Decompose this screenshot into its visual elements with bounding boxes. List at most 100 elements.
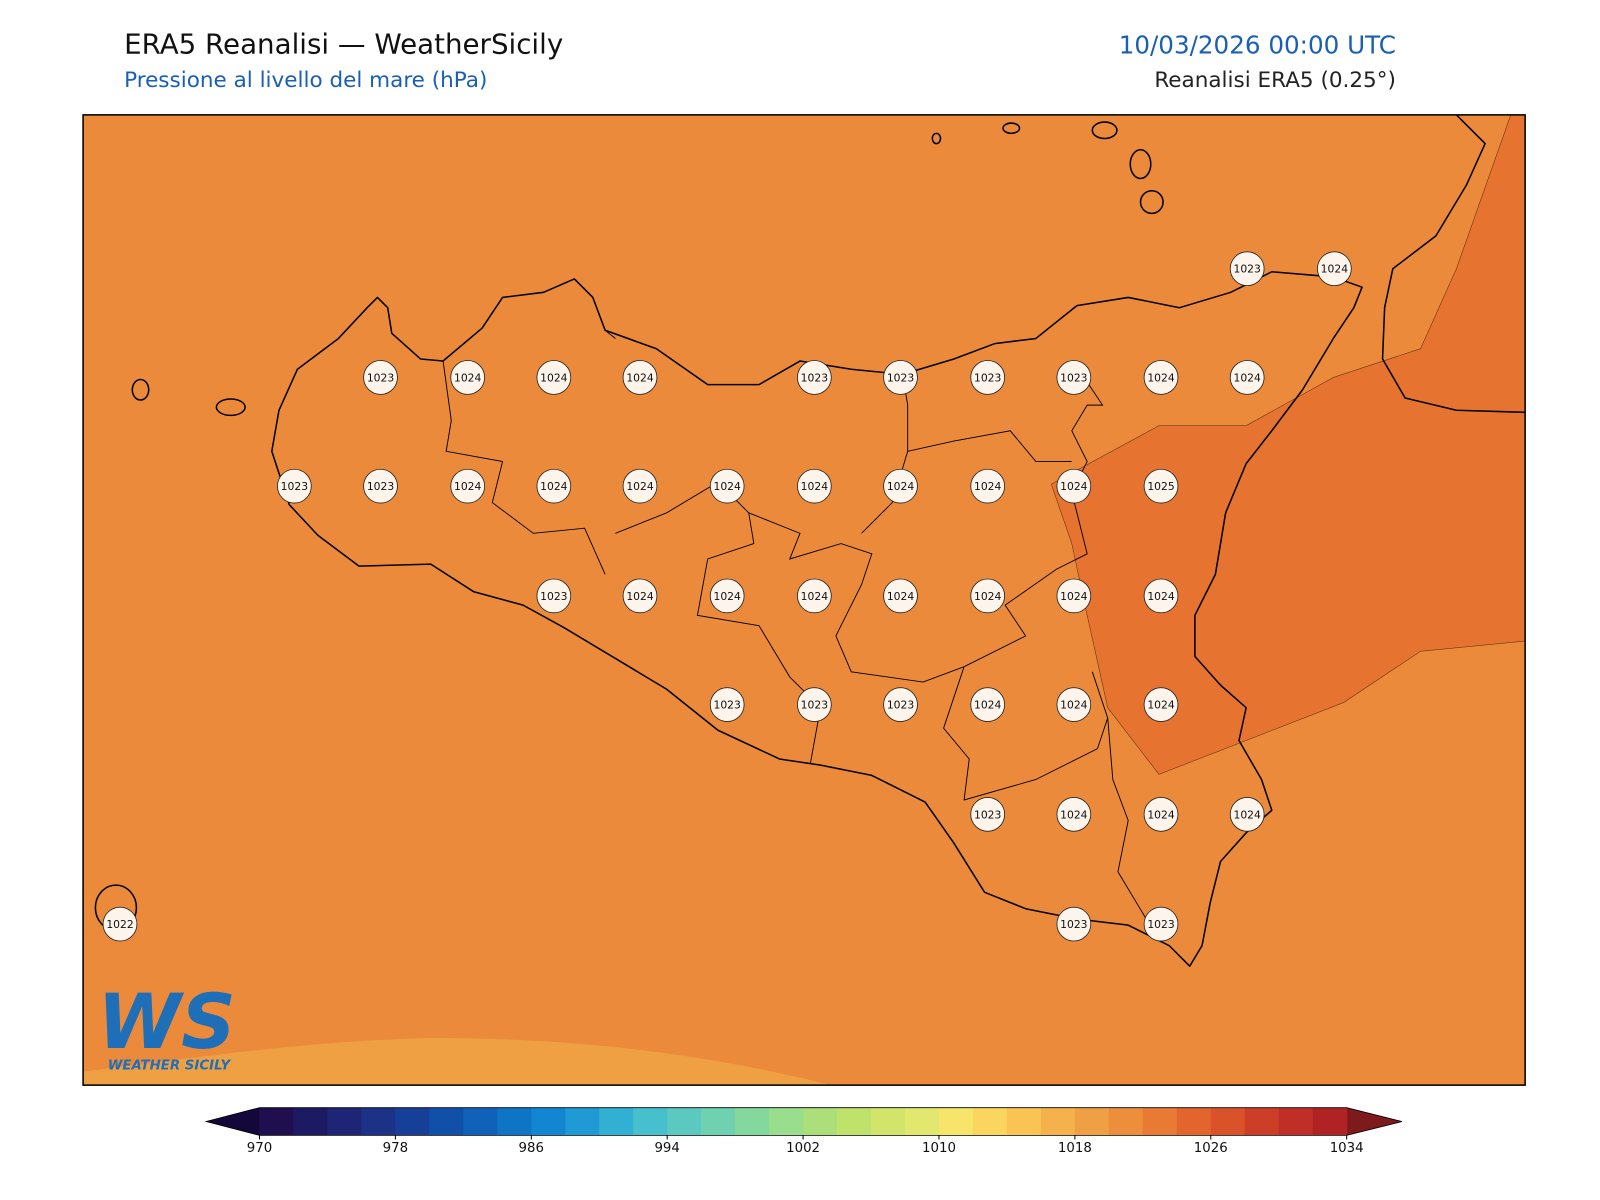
station-marker	[536, 360, 572, 395]
colorbar-bin	[769, 1107, 804, 1136]
colorbar-bin	[803, 1107, 838, 1136]
station-value: 1024	[1147, 371, 1175, 384]
station-marker	[102, 906, 138, 942]
field-light	[83, 1037, 831, 1086]
colorbar-tick-label: 978	[383, 1141, 408, 1156]
colorbar-bin	[871, 1107, 906, 1136]
station-marker	[277, 468, 312, 504]
station-marker	[797, 578, 832, 614]
station-marker	[536, 468, 572, 504]
station-marker	[1143, 687, 1179, 722]
colorbar-bin	[1278, 1107, 1314, 1136]
station-value: 1023	[367, 371, 394, 384]
station-marker	[1056, 797, 1092, 832]
station-value: 1024	[974, 480, 1002, 493]
subtitle: Pressione al livello del mare (hPa)	[124, 68, 487, 93]
station-value: 1024	[713, 590, 741, 603]
colorbar-bin	[837, 1107, 872, 1136]
station-value: 1023	[1060, 918, 1087, 931]
station-marker	[622, 360, 658, 395]
colorbar-bin	[1312, 1107, 1348, 1136]
station-value: 1024	[540, 480, 568, 493]
station-marker	[363, 360, 398, 395]
island	[215, 398, 246, 417]
map: 1023 1024 1023 1024 1024 1024 1023 1023 1023 1023…	[83, 114, 1526, 1086]
station-value: 1024	[1060, 590, 1088, 603]
station-marker	[1143, 468, 1179, 504]
date: 10/03/2026 00:00 UTC	[1119, 30, 1396, 59]
station-value: 1024	[887, 480, 915, 493]
island	[931, 132, 942, 145]
island	[1091, 121, 1118, 140]
colorbar: 970 978 986 994 1002 1010 1018 1026 1034	[204, 1107, 1403, 1156]
station-marker	[1056, 468, 1092, 504]
station-marker	[622, 468, 658, 504]
sicily-coast	[271, 271, 1363, 967]
map-frame	[82, 114, 1526, 1086]
station-value: 1024	[1233, 808, 1261, 821]
station-marker	[709, 578, 745, 614]
colorbar-bin	[972, 1107, 1008, 1136]
station-value: 1022	[106, 918, 133, 931]
station-value: 1024	[1060, 808, 1088, 821]
colorbar-bin	[735, 1107, 770, 1136]
island	[131, 378, 150, 401]
island	[1002, 122, 1021, 135]
logo-letters: WS	[97, 978, 235, 1066]
colorbar-bin	[905, 1107, 940, 1136]
colorbar-extend-low	[206, 1107, 260, 1136]
station-value: 1024	[713, 480, 741, 493]
station-value: 1024	[626, 371, 654, 384]
colorbar-bin	[463, 1107, 498, 1136]
station-value: 1023	[801, 699, 828, 712]
station-marker	[883, 468, 918, 504]
island	[1129, 148, 1152, 180]
station-marker	[797, 360, 832, 395]
station-marker	[1056, 578, 1092, 614]
station-value: 1024	[974, 590, 1002, 603]
colorbar-tick-label: 1034	[1330, 1141, 1364, 1156]
station-value: 1024	[540, 371, 568, 384]
colorbar-bin	[1244, 1107, 1280, 1136]
station-marker	[797, 687, 832, 722]
station-value: 1024	[1060, 480, 1088, 493]
station-value: 1024	[801, 590, 829, 603]
station-value: 1023	[1147, 918, 1174, 931]
colorbar-bin	[1210, 1107, 1246, 1136]
colorbar-bin	[1040, 1107, 1076, 1136]
station-marker	[883, 360, 918, 395]
station-marker	[970, 687, 1006, 722]
station-marker	[1317, 251, 1352, 287]
source: Reanalisi ERA5 (0.25°)	[1154, 68, 1396, 93]
station-value: 1023	[281, 480, 308, 493]
station-value: 1024	[454, 371, 482, 384]
station-marker	[709, 468, 745, 504]
station-value: 1024	[1147, 699, 1175, 712]
station-marker	[1143, 578, 1179, 614]
colorbar-bin	[1074, 1107, 1110, 1136]
colorbar-bin	[701, 1107, 736, 1136]
title: ERA5 Reanalisi — WeatherSicily	[124, 27, 563, 60]
station-value: 1023	[887, 699, 914, 712]
colorbar-bin	[1006, 1107, 1042, 1136]
station-marker	[797, 468, 832, 504]
station-marker	[970, 360, 1006, 395]
station-marker	[1229, 797, 1265, 832]
station-value: 1023	[974, 808, 1001, 821]
station-marker	[1056, 360, 1092, 395]
colorbar-extend-high	[1346, 1107, 1403, 1136]
colorbar-bin	[1142, 1107, 1178, 1136]
station-value: 1024	[626, 480, 654, 493]
colorbar-tick-label: 986	[519, 1141, 544, 1156]
province-borders	[442, 329, 1150, 924]
station-value: 1024	[1233, 371, 1261, 384]
station-value: 1025	[1147, 480, 1174, 493]
colorbar-bin	[395, 1107, 430, 1136]
colorbar-tick-label: 1010	[922, 1141, 956, 1156]
station-marker	[970, 468, 1006, 504]
station-value: 1023	[887, 371, 914, 384]
colorbar-tick-label: 994	[654, 1141, 679, 1156]
colorbar-tick-label: 1002	[786, 1141, 820, 1156]
station-value: 1024	[1147, 808, 1175, 821]
station-value: 1024	[1060, 699, 1088, 712]
